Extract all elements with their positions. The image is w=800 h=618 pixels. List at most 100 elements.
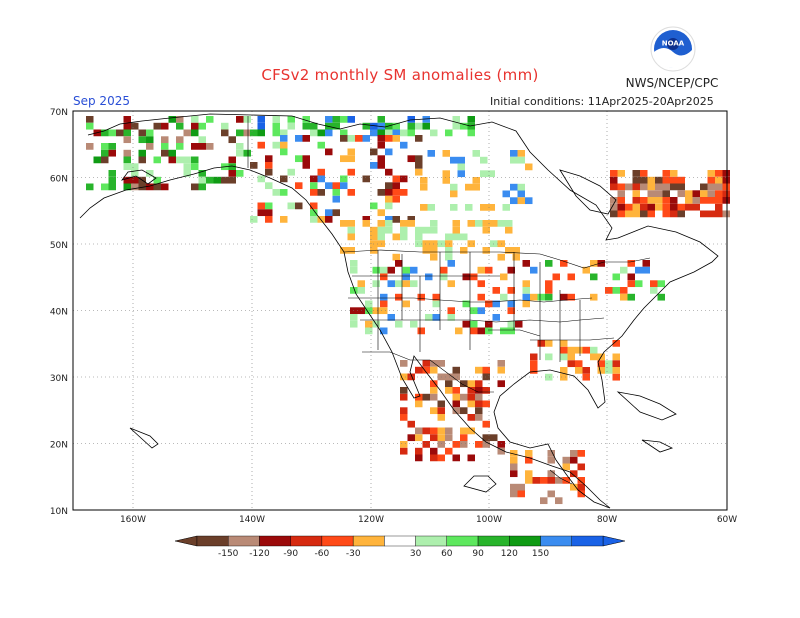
anomaly-cell	[462, 273, 470, 281]
anomaly-cell	[497, 253, 505, 261]
anomaly-cell	[460, 407, 468, 415]
anomaly-cell	[510, 463, 518, 471]
anomaly-cell	[317, 175, 325, 183]
anomaly-cell	[517, 156, 525, 164]
anomaly-cell	[108, 143, 116, 150]
anomaly-cell	[250, 129, 258, 137]
anomaly-cell	[437, 414, 445, 421]
anomaly-cell	[560, 346, 568, 354]
anomaly-cell	[437, 240, 445, 248]
anomaly-cell	[545, 260, 553, 267]
anomaly-cell	[430, 226, 438, 234]
anomaly-cell	[612, 367, 620, 374]
anomaly-cell	[560, 353, 568, 361]
anomaly-cell	[422, 366, 430, 374]
anomaly-cell	[460, 233, 468, 241]
anomaly-cell	[377, 189, 385, 196]
anomaly-cell	[317, 168, 325, 176]
anomaly-cell	[325, 148, 333, 156]
anomaly-cell	[400, 189, 408, 196]
anomaly-cell	[347, 226, 355, 234]
anomaly-cell	[437, 427, 445, 435]
anomaly-cell	[400, 129, 408, 137]
anomaly-cell	[191, 122, 199, 130]
anomaly-cell	[138, 129, 146, 137]
anomaly-cell	[445, 373, 453, 381]
anomaly-cell	[153, 183, 161, 191]
anomaly-cell	[635, 266, 643, 274]
coastlines	[79, 113, 719, 509]
anomaly-cell	[370, 233, 378, 241]
anomaly-cell	[460, 380, 468, 388]
anomaly-cell	[385, 189, 393, 196]
anomaly-cell	[487, 170, 495, 178]
anomaly-cell	[685, 190, 693, 198]
anomaly-cell	[400, 373, 408, 381]
anomaly-cell	[590, 353, 598, 361]
anomaly-cell	[86, 143, 94, 150]
anomaly-cell	[507, 266, 515, 274]
anomaly-cell	[512, 247, 520, 254]
anomaly-cell	[507, 287, 515, 294]
initial-conditions: Initial conditions: 11Apr2025-20Apr2025	[490, 95, 714, 108]
anomaly-cell	[350, 320, 358, 328]
anomaly-cell	[560, 367, 568, 374]
anomaly-cell	[257, 202, 265, 210]
anomaly-cell	[582, 367, 590, 374]
anomaly-cell	[347, 189, 355, 196]
anomaly-cell	[562, 456, 570, 464]
legend-tick-label: -90	[283, 549, 298, 559]
anomaly-cell	[452, 454, 460, 462]
anomaly-cell	[191, 116, 199, 123]
anomaly-cell	[392, 195, 400, 203]
anomaly-cell	[640, 170, 648, 177]
legend-tick-label: 120	[501, 549, 518, 559]
anomaly-cell	[505, 220, 513, 227]
anomaly-cell	[191, 143, 199, 150]
anomaly-cell	[475, 393, 483, 401]
anomaly-cell	[670, 183, 678, 191]
anomaly-cell	[395, 260, 403, 267]
anomaly-cell	[206, 116, 214, 123]
anomaly-cell	[707, 197, 715, 204]
anomaly-cell	[470, 327, 478, 335]
anomaly-cell	[365, 307, 373, 315]
anomaly-cell	[670, 170, 678, 177]
anomaly-cell	[422, 247, 430, 254]
anomaly-cell	[525, 456, 533, 464]
anomaly-cell	[522, 300, 530, 308]
anomaly-cell	[515, 320, 523, 328]
anomaly-cell	[385, 129, 393, 137]
anomaly-cell	[422, 441, 430, 448]
anomaly-cell	[161, 122, 169, 130]
anomaly-cell	[347, 148, 355, 156]
anomaly-cell	[415, 393, 423, 401]
anomaly-cell	[257, 175, 265, 183]
anomaly-cell	[108, 176, 116, 184]
anomaly-cell	[302, 135, 310, 142]
anomaly-cell	[490, 434, 498, 442]
anomaly-cell	[168, 149, 176, 157]
anomaly-cell	[146, 143, 154, 150]
anomaly-cell	[161, 143, 169, 150]
anomaly-cell	[116, 129, 124, 137]
anomaly-cell	[176, 143, 184, 150]
anomaly-cell	[545, 353, 553, 361]
legend-swatch	[227, 535, 260, 547]
anomaly-cell	[425, 314, 433, 321]
anomaly-cell	[350, 287, 358, 294]
anomaly-cell	[131, 176, 139, 184]
anomaly-cell	[385, 135, 393, 142]
anomaly-cell	[176, 156, 184, 164]
legend-tick-label: 90	[472, 549, 484, 559]
anomaly-cell	[445, 233, 453, 241]
anomaly-cell	[610, 176, 618, 184]
legend-swatch	[259, 535, 291, 547]
anomaly-cell	[310, 182, 318, 190]
anomaly-cell	[131, 163, 139, 171]
anomaly-cell	[228, 156, 236, 164]
anomaly-cell	[123, 149, 131, 157]
anomaly-cell	[707, 190, 715, 198]
anomaly-cell	[467, 380, 475, 388]
anomaly-cell	[415, 366, 423, 374]
